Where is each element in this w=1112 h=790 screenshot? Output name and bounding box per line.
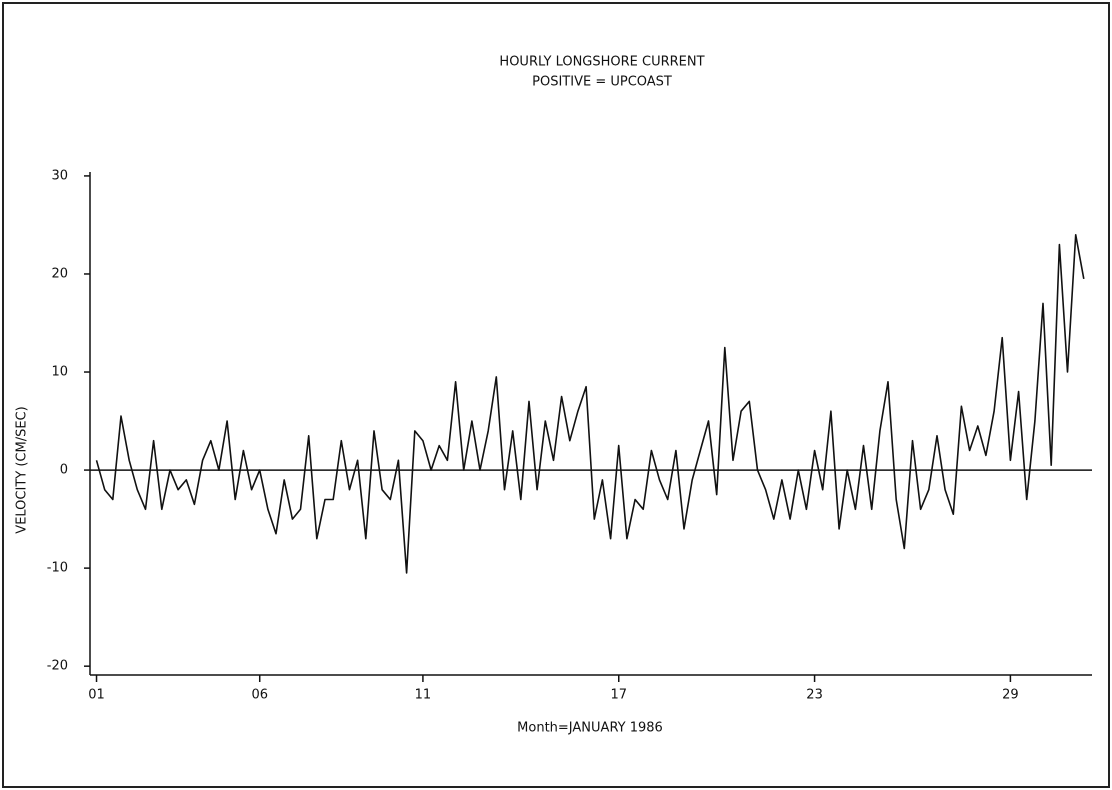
y-axis-label: VELOCITY (CM/SEC) (15, 406, 30, 533)
chart-title: HOURLY LONGSHORE CURRENT (499, 55, 704, 70)
y-tick-label: -10 (47, 561, 68, 576)
data-line (95, 234, 1085, 574)
x-axis-label: Month=JANUARY 1986 (517, 721, 663, 736)
x-tick-label: 11 (415, 688, 432, 703)
x-tick-label: 17 (610, 688, 627, 703)
x-tick-label: 23 (806, 688, 823, 703)
y-tick-label: 0 (60, 463, 68, 478)
y-tick-label: -20 (47, 659, 68, 674)
y-tick-label: 30 (51, 168, 68, 183)
x-tick-label: 29 (1002, 688, 1019, 703)
y-tick-label: 20 (51, 266, 68, 281)
x-tick-label: 01 (88, 688, 105, 703)
y-tick-label: 10 (51, 365, 68, 380)
chart-subtitle: POSITIVE = UPCOAST (532, 75, 672, 90)
x-tick-label: 06 (251, 688, 268, 703)
